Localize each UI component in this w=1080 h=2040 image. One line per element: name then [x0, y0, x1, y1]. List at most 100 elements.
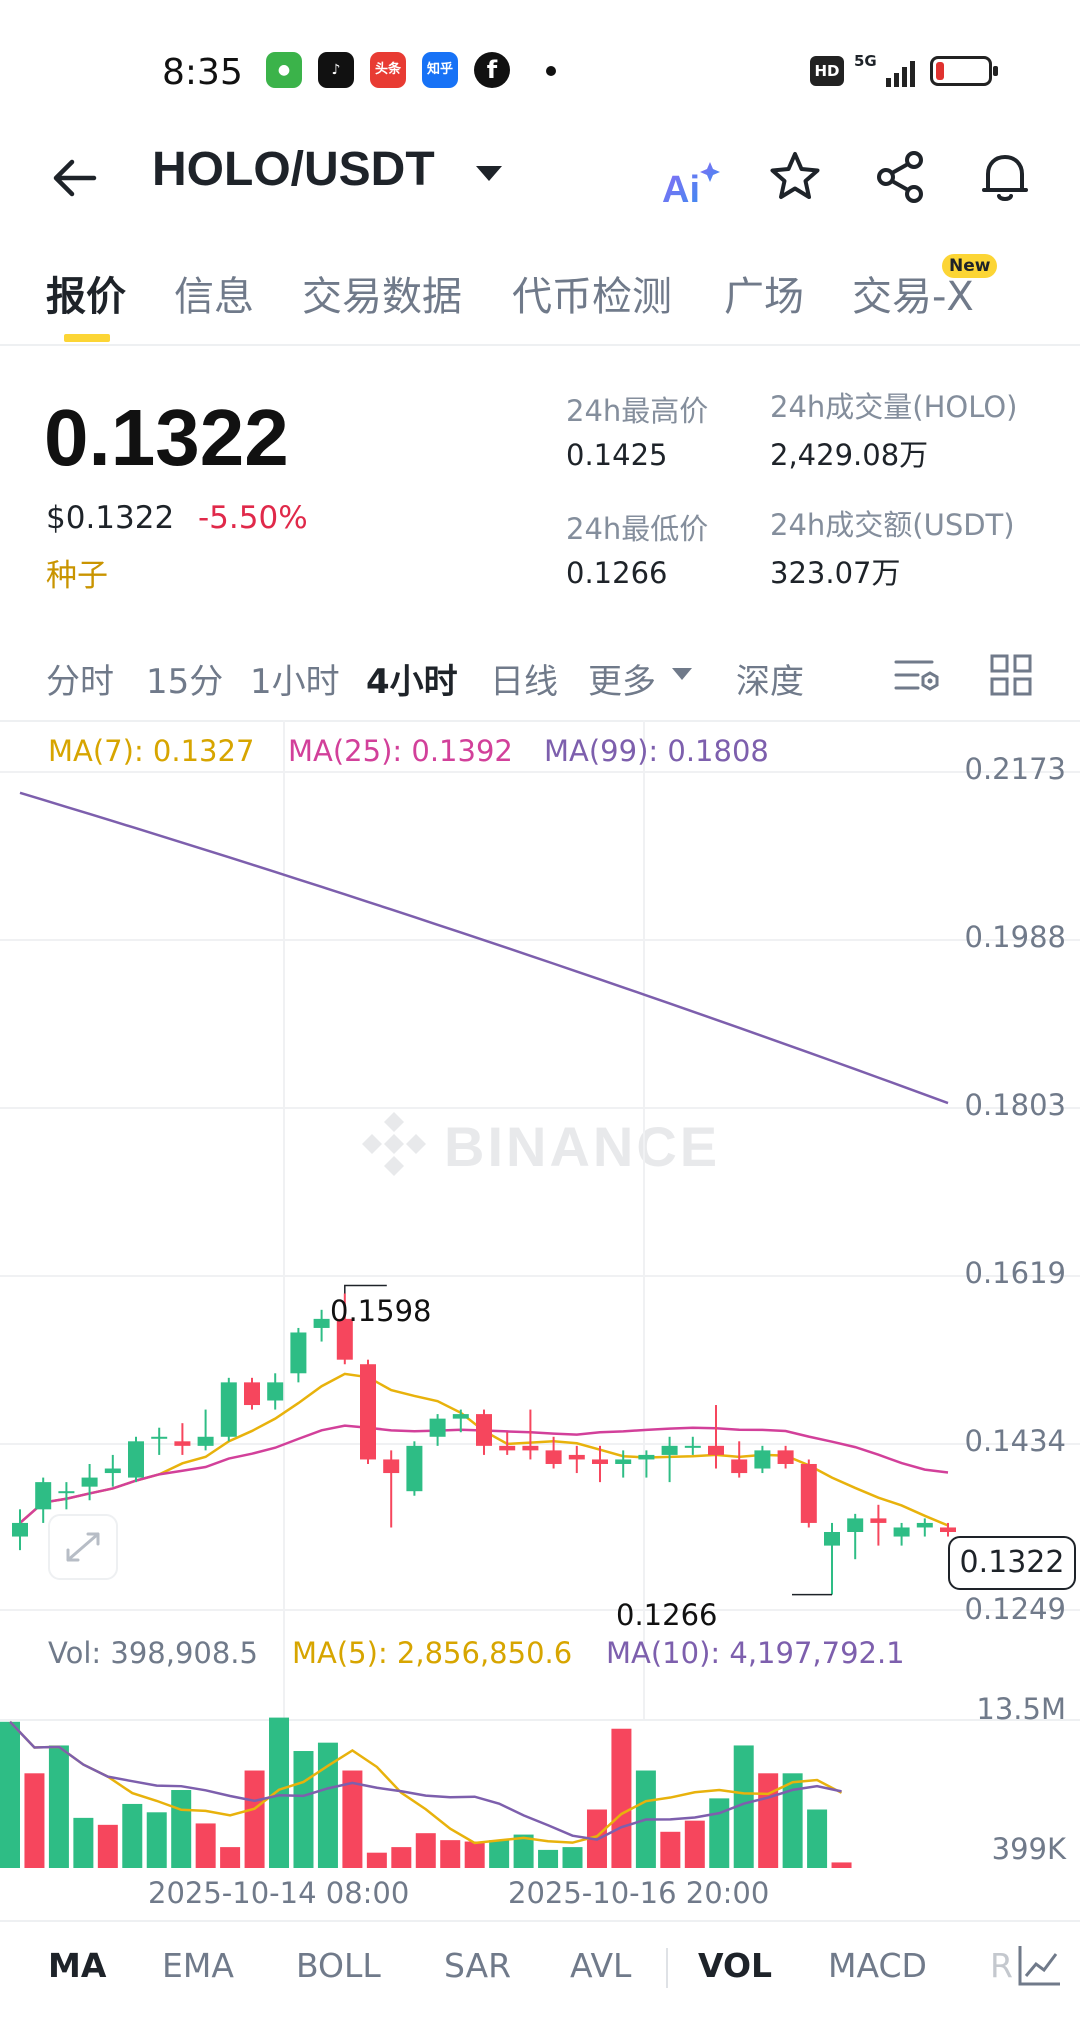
hd-badge: HD	[810, 56, 844, 86]
indicator-bar	[0, 1920, 1080, 2020]
x-tick: 2025-10-16 20:00	[508, 1876, 770, 1910]
ma99-legend: MA(99): 0.1808	[544, 734, 769, 768]
indicator-macd[interactable]: MACD	[828, 1946, 927, 1985]
volume-bar	[562, 1847, 583, 1868]
volume-bar	[317, 1742, 338, 1868]
volume-base-value: 2,429.08万	[770, 438, 929, 472]
section-tabs: 报价 信息 交易数据 代币检测 广场 交易-X	[0, 250, 1080, 346]
y-tick: 0.1249	[964, 1592, 1066, 1626]
seed-tag[interactable]: 种子	[46, 558, 108, 594]
indicator-settings-icon[interactable]	[1014, 1940, 1064, 1990]
interval-15m[interactable]: 15分	[146, 662, 224, 702]
high-value: 0.1425	[566, 438, 668, 472]
tab-trading-data[interactable]: 交易数据	[302, 274, 462, 320]
depth-tab[interactable]: 深度	[736, 662, 804, 702]
share-icon[interactable]	[872, 148, 930, 206]
volume-bar	[391, 1847, 412, 1868]
y-tick: 0.1988	[964, 920, 1066, 954]
binance-logo-icon	[362, 1112, 426, 1176]
expand-icon	[66, 1532, 100, 1562]
indicator-rsi[interactable]: R	[990, 1946, 1013, 1985]
high-marker-line	[344, 1284, 387, 1294]
tiktok-icon: ♪	[318, 52, 354, 88]
ma7-legend: MA(7): 0.1327	[48, 734, 255, 768]
volume-bar	[244, 1770, 265, 1868]
toutiao-icon: 头条	[370, 52, 406, 88]
volume-bar	[807, 1809, 828, 1868]
indicator-divider	[666, 1948, 668, 1988]
volume-bar	[464, 1841, 485, 1868]
interval-line[interactable]: 分时	[46, 662, 114, 702]
candle	[940, 1527, 956, 1533]
low-label: 24h最低价	[566, 512, 709, 546]
y-tick: 0.1434	[964, 1424, 1066, 1458]
ma25-legend: MA(25): 0.1392	[288, 734, 513, 768]
tab-trade-x[interactable]: 交易-X	[852, 274, 974, 320]
interval-more[interactable]: 更多	[588, 662, 656, 702]
candle	[81, 1477, 98, 1487]
volume-bar	[73, 1817, 94, 1868]
tab-square[interactable]: 广场	[724, 274, 804, 320]
battery-icon	[930, 56, 998, 86]
signal-icon	[886, 61, 915, 87]
candle	[35, 1482, 52, 1510]
indicator-boll[interactable]: BOLL	[296, 1946, 381, 1985]
phone-manager-icon: ●	[266, 52, 302, 88]
zhihu-icon: 知乎	[422, 52, 458, 88]
chart-settings-icon[interactable]	[892, 650, 942, 700]
candle	[777, 1450, 794, 1464]
volume-bar	[146, 1812, 167, 1868]
low-marker-label: 0.1266	[616, 1598, 718, 1632]
interval-1d[interactable]: 日线	[490, 662, 558, 702]
candle	[151, 1436, 168, 1439]
candle	[522, 1445, 539, 1451]
volume-bar	[293, 1751, 314, 1868]
tab-token-check[interactable]: 代币检测	[512, 274, 672, 320]
candle	[499, 1445, 516, 1451]
indicator-vol[interactable]: VOL	[698, 1946, 773, 1985]
volume-bar	[538, 1849, 559, 1868]
binance-watermark: BINANCE	[444, 1115, 721, 1178]
last-price: 0.1322	[44, 393, 289, 482]
candle	[754, 1450, 771, 1469]
candle	[800, 1463, 817, 1523]
volume-ma10-legend: MA(10): 4,197,792.1	[606, 1636, 905, 1670]
kline-chart[interactable]	[0, 720, 1080, 1920]
back-arrow-icon[interactable]	[46, 150, 102, 206]
new-badge: New	[942, 254, 998, 278]
indicator-ma[interactable]: MA	[48, 1946, 107, 1985]
interval-4h[interactable]: 4小时	[366, 662, 458, 702]
indicator-sar[interactable]: SAR	[444, 1946, 512, 1985]
expand-chart-button[interactable]	[48, 1514, 118, 1580]
candle	[336, 1318, 353, 1360]
candle	[383, 1459, 400, 1474]
grid-layout-icon[interactable]	[986, 650, 1036, 700]
candle	[545, 1450, 562, 1464]
volume-y-tick: 399K	[991, 1832, 1066, 1866]
tab-info[interactable]: 信息	[174, 274, 254, 320]
candle	[824, 1532, 840, 1546]
status-time: 8:35	[162, 52, 243, 93]
indicator-ema[interactable]: EMA	[162, 1946, 234, 1985]
y-tick: 0.2173	[964, 752, 1066, 786]
candle	[58, 1491, 75, 1494]
chevron-down-icon[interactable]	[672, 668, 692, 680]
volume-base-label: 24h成交量(HOLO)	[770, 390, 1018, 424]
interval-1h[interactable]: 1小时	[250, 662, 340, 702]
high-label: 24h最高价	[566, 394, 709, 428]
bell-icon[interactable]	[976, 148, 1034, 206]
candle	[592, 1459, 608, 1464]
favorite-star-icon[interactable]	[766, 148, 824, 206]
volume-bar	[782, 1773, 803, 1868]
candle	[708, 1445, 724, 1455]
indicator-avl[interactable]: AVL	[570, 1946, 632, 1985]
candle	[731, 1459, 748, 1474]
pair-title[interactable]: HOLO/USDT	[152, 143, 435, 196]
volume-bar	[684, 1820, 705, 1868]
ai-assistant-icon[interactable]: Ai	[660, 156, 724, 212]
volume-bar	[440, 1840, 461, 1868]
candlestick-chart[interactable]	[0, 720, 1080, 1920]
tab-quote[interactable]: 报价	[46, 274, 126, 320]
ma99-line	[19, 791, 949, 1105]
chevron-down-icon[interactable]	[476, 166, 502, 181]
